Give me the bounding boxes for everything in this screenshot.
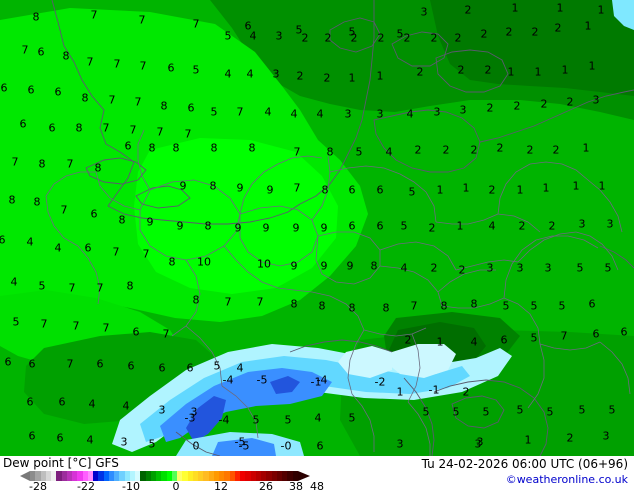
- colorbar-swatch: [82, 471, 88, 481]
- colorbar-swatch: [145, 471, 151, 481]
- colorbar-swatch: [234, 471, 240, 481]
- colorbar-swatch: [287, 471, 293, 481]
- border-layer: [45, 129, 631, 456]
- colorbar-swatch: [51, 471, 57, 481]
- colorbar-swatch: [161, 471, 167, 481]
- colorbar-tick-labels: -28 -22 -10 0 12 26 38 48: [20, 480, 324, 493]
- colorbar-swatch: [276, 471, 282, 481]
- colorbar-swatch: [213, 471, 219, 481]
- colorbar-tick-label: -10: [122, 480, 140, 493]
- colorbar-tick-label: 26: [259, 480, 273, 493]
- colorbar-swatch: [187, 471, 193, 481]
- colorbar-swatch: [182, 471, 188, 481]
- colorbar-tick-label: 0: [172, 480, 180, 493]
- colorbar[interactable]: [20, 471, 310, 481]
- colorbar-swatch: [72, 471, 78, 481]
- colorbar-swatch: [124, 471, 130, 481]
- field-cold-bottom-strip-core: [212, 438, 276, 456]
- colorbar-swatch: [203, 471, 209, 481]
- colorbar-tick-label: -22: [77, 480, 95, 493]
- colorbar-tick-label: 48: [310, 480, 324, 493]
- colorbar-swatch: [114, 471, 120, 481]
- colorbar-swatch: [108, 471, 114, 481]
- colorbar-swatch: [103, 471, 109, 481]
- coastline-layer: [51, 0, 634, 456]
- colorbar-swatch: [245, 471, 251, 481]
- colorbar-swatch: [35, 471, 41, 481]
- colorbar-swatch: [171, 471, 177, 481]
- field-cold-core-deep-a: [186, 396, 226, 442]
- field-core-brightest: [134, 138, 338, 294]
- colorbar-swatch: [266, 471, 272, 481]
- legend-footer: Dew point [°C] GFS -28 -22 -10 0 12 26 38 48 Tu…: [0, 456, 634, 493]
- colorbar-swatch: [129, 471, 135, 481]
- copyright-notice: ©weatheronline.co.uk: [505, 473, 628, 486]
- colorbar-swatch: [87, 471, 93, 481]
- colorbar-swatch: [30, 471, 36, 481]
- colorbar-tick-label: -28: [29, 480, 47, 493]
- field-cold-lobe-east-a: [388, 344, 456, 378]
- colorbar-swatch: [240, 471, 246, 481]
- colorbar-swatch: [93, 471, 99, 481]
- colorbar-swatch: [119, 471, 125, 481]
- colorbar-swatch: [292, 471, 298, 481]
- colorbar-swatch: [156, 471, 162, 481]
- colorbar-swatch: [282, 471, 288, 481]
- colorbar-low-arrow-icon: [20, 471, 30, 481]
- colorbar-swatch: [177, 471, 183, 481]
- forecast-timestamp: Tu 24-02-2026 06:00 UTC (06+96): [421, 457, 628, 471]
- dew-point-field: [0, 0, 634, 456]
- colorbar-swatch: [208, 471, 214, 481]
- field-cold-mid: [140, 356, 470, 442]
- field-cold-core-deep-b: [270, 376, 300, 394]
- colorbar-swatch: [56, 471, 62, 481]
- colorbar-swatch: [224, 471, 230, 481]
- colorbar-swatch: [198, 471, 204, 481]
- colorbar-swatch: [150, 471, 156, 481]
- colorbar-swatch: [271, 471, 277, 481]
- field-band-darkest-ne: [430, 0, 634, 96]
- field-cold-lobe-east-b: [338, 346, 392, 378]
- colorbar-swatch: [45, 471, 51, 481]
- colorbar-tick-label: 12: [214, 480, 228, 493]
- colorbar-swatch: [61, 471, 67, 481]
- colorbar-swatch: [135, 471, 141, 481]
- field-water-patch-ne: [612, 0, 634, 30]
- colorbar-swatch: [261, 471, 267, 481]
- colorbar-swatch: [66, 471, 72, 481]
- colorbar-swatch: [255, 471, 261, 481]
- colorbar-swatch: [98, 471, 104, 481]
- colorbar-swatch: [40, 471, 46, 481]
- colorbar-swatch: [77, 471, 83, 481]
- colorbar-swatches[interactable]: [30, 471, 298, 481]
- colorbar-swatch: [250, 471, 256, 481]
- colorbar-tick-label: 38: [289, 480, 303, 493]
- colorbar-swatch: [219, 471, 225, 481]
- colorbar-swatch: [229, 471, 235, 481]
- colorbar-swatch: [140, 471, 146, 481]
- colorbar-swatch: [166, 471, 172, 481]
- colorbar-high-arrow-icon: [298, 471, 310, 481]
- colorbar-swatch: [192, 471, 198, 481]
- legend-title: Dew point [°C] GFS: [3, 456, 119, 470]
